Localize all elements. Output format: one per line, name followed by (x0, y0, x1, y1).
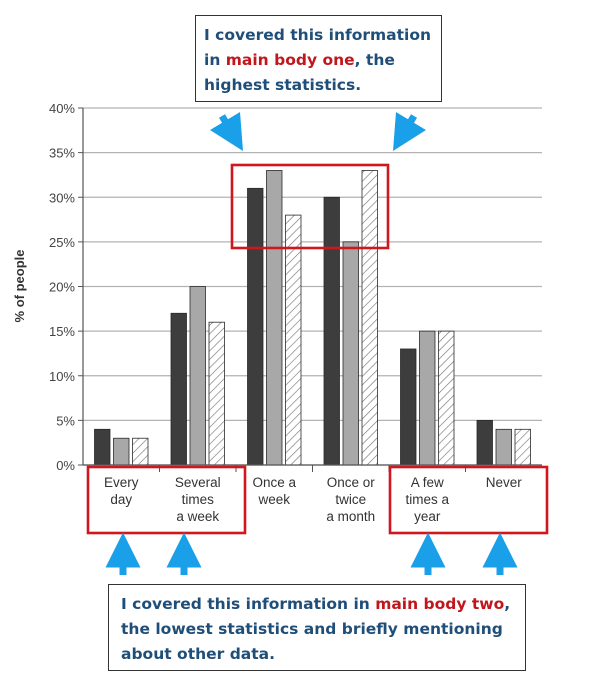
x-category-label: Once or twice a month (326, 475, 375, 524)
top-note-highlight: main body one (225, 51, 355, 69)
y-tick-label: 20% (49, 280, 75, 295)
x-category-label-line: week (257, 492, 290, 507)
top-annotation-box: I covered this information in main body … (195, 15, 442, 102)
bottom-note-text: I covered this information in (121, 595, 376, 613)
x-category-label-line: day (110, 492, 132, 507)
y-tick-label: 5% (56, 413, 75, 428)
bar (476, 419, 493, 466)
y-tick-label: 10% (49, 369, 75, 384)
x-category-label: Never (486, 475, 523, 490)
y-tick-label: 25% (49, 235, 75, 250)
y-axis-title: % of people (12, 250, 27, 323)
bar (208, 321, 225, 466)
x-category-label-line: Once a (252, 475, 296, 490)
x-category-label-line: Several (175, 475, 221, 490)
highlight-box-peak (230, 163, 390, 250)
top-note-tail: , the highest statistics. (204, 51, 395, 94)
bar (495, 428, 512, 466)
arrow (392, 111, 427, 152)
x-category-label: Several times a week (175, 475, 221, 524)
y-tick-label: 30% (49, 190, 75, 205)
bar (285, 214, 302, 466)
x-category-label-line: Never (486, 475, 523, 490)
bar (94, 428, 111, 466)
arrow (209, 111, 244, 152)
x-category-label-line: Every (104, 475, 139, 490)
bar (266, 170, 283, 466)
x-category-label: Every day (104, 475, 139, 507)
y-tick-label: 40% (49, 101, 75, 116)
bar (400, 348, 417, 466)
bar (514, 428, 531, 466)
bar (323, 196, 340, 466)
highlight-boxes (86, 163, 549, 535)
x-category-label-line: twice (335, 492, 366, 507)
bottom-note-highlight: main body two (375, 595, 505, 613)
bar (113, 437, 130, 466)
x-category-label-line: times (182, 492, 215, 507)
x-category-label-line: year (414, 509, 441, 524)
x-category-label-line: times a (405, 492, 449, 507)
x-category-label-line: A few (411, 475, 444, 490)
x-category-label-line: Once or (327, 475, 376, 490)
y-tick-label: 0% (56, 458, 75, 473)
x-category-label: A few times a year (405, 475, 449, 524)
bar (132, 437, 149, 466)
grid-lines (83, 107, 542, 466)
bar (342, 241, 359, 466)
arrows (105, 111, 518, 575)
x-category-label-line: a week (176, 509, 219, 524)
bar (419, 330, 436, 466)
axes (78, 107, 542, 472)
y-tick-labels: 0% 5% 10% 15% 20% 25% 30% 35% 40% (49, 101, 75, 473)
top-note-text: I covered this information in (204, 26, 432, 69)
bar (170, 312, 187, 466)
highlight-box-low-right (388, 465, 549, 535)
y-tick-label: 15% (49, 324, 75, 339)
bar (438, 330, 455, 466)
y-tick-label: 35% (49, 146, 75, 161)
bottom-note-tail: , the lowest statistics and briefly ment… (121, 595, 511, 663)
bar (247, 187, 264, 466)
bar (361, 170, 378, 466)
x-category-label: Once a week (252, 475, 296, 507)
bottom-annotation-box: I covered this information in main body … (108, 584, 526, 671)
x-category-label-line: a month (326, 509, 375, 524)
bar (189, 286, 206, 466)
